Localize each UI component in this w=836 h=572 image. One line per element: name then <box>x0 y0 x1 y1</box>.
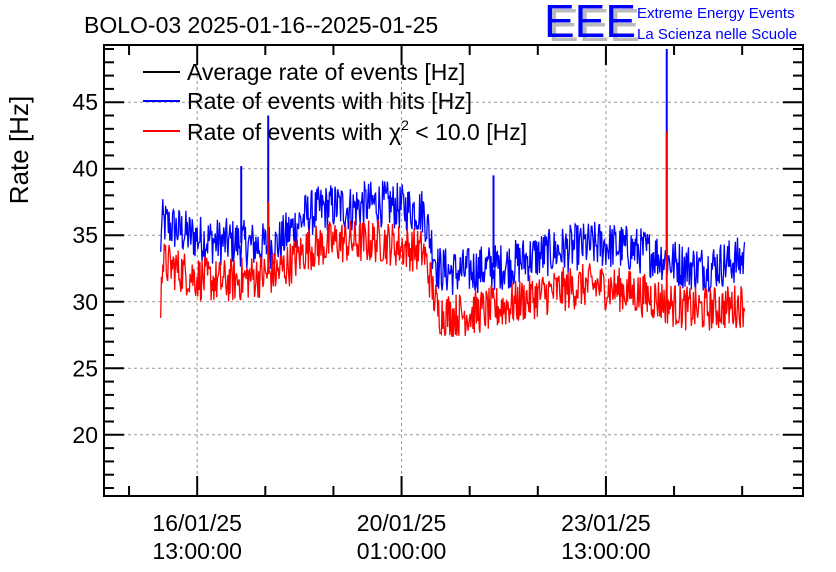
chart-title: BOLO-03 2025-01-16--2025-01-25 <box>84 12 438 38</box>
axes: 20253035404516/01/2513:00:0020/01/2501:0… <box>72 45 803 564</box>
x-tick-label-time: 13:00:00 <box>561 538 651 564</box>
legend-label-average: Average rate of events [Hz] <box>187 59 465 85</box>
logo-mark: EEE <box>544 0 636 47</box>
y-tick-label: 20 <box>72 422 98 448</box>
legend-label-hits: Rate of events with hits [Hz] <box>187 88 472 114</box>
data-layer <box>160 48 746 337</box>
logo-line2: La Scienza nelle Scuole <box>637 26 797 43</box>
x-tick-label: 16/01/25 <box>152 510 242 536</box>
series-line-hits <box>160 180 746 295</box>
x-tick-label: 20/01/25 <box>357 510 447 536</box>
series-line-chi2 <box>160 219 746 337</box>
logo-line1: Extreme Energy Events <box>637 5 795 22</box>
y-tick-label: 45 <box>72 89 98 115</box>
eee-logo: EEE Extreme Energy Events La Scienza nel… <box>544 0 797 47</box>
legend-label-chi2: Rate of events with χ2 < 10.0 [Hz] <box>187 117 527 145</box>
plot-frame <box>103 44 804 497</box>
y-tick-label: 25 <box>72 355 98 381</box>
y-tick-label: 40 <box>72 156 98 182</box>
y-tick-label: 30 <box>72 289 98 315</box>
x-tick-label-time: 01:00:00 <box>357 538 447 564</box>
x-tick-label-time: 13:00:00 <box>152 538 242 564</box>
legend: Average rate of events [Hz] Rate of even… <box>143 59 527 145</box>
y-tick-label: 35 <box>72 222 98 248</box>
x-tick-label: 23/01/25 <box>561 510 651 536</box>
y-axis-label: Rate [Hz] <box>4 96 34 204</box>
